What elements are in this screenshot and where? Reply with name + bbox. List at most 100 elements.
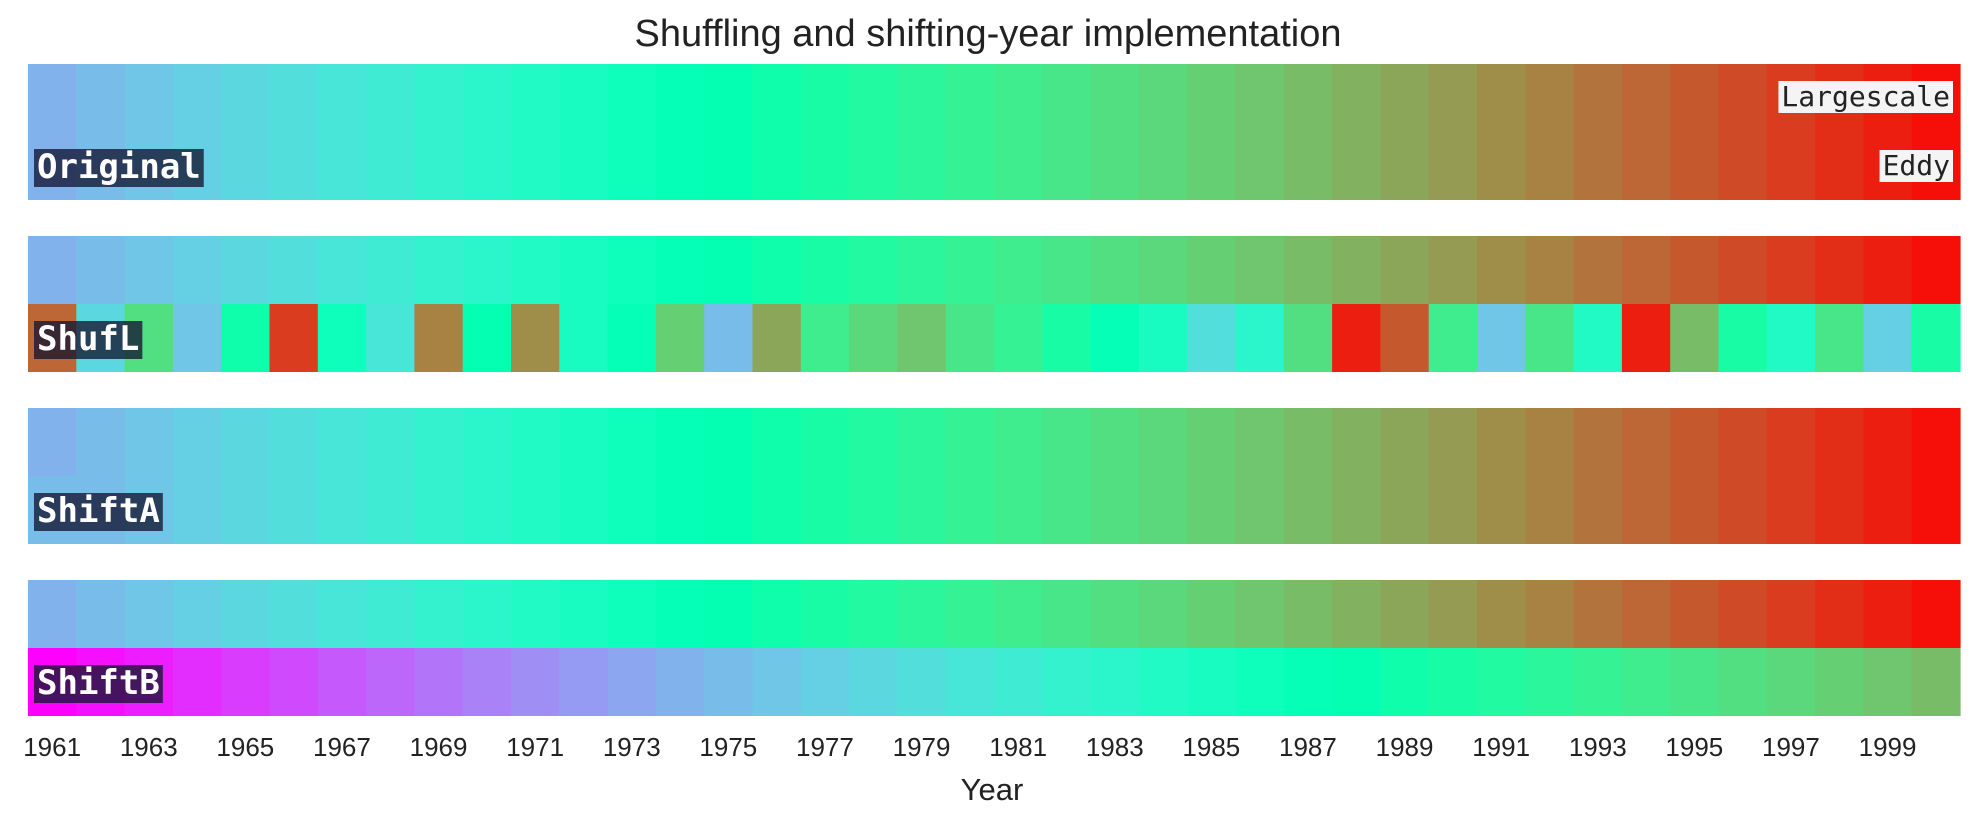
heatmap-cell-shifta-largescale-1972 bbox=[559, 408, 609, 476]
heatmap-cell-original-eddy-1980 bbox=[945, 132, 995, 200]
heatmap-cell-shufl-eddy-1988 bbox=[1332, 304, 1381, 372]
heatmap-cell-shufl-eddy-1972 bbox=[559, 304, 609, 372]
heatmap-cell-shufl-largescale-1985 bbox=[1187, 236, 1237, 304]
heatmap-cell-original-largescale-1993 bbox=[1573, 64, 1623, 132]
heatmap-cell-shiftb-largescale-1971 bbox=[511, 580, 560, 648]
x-axis-ticks: 1961 1963 1965 1967 1969 1971 1973 1975 1977 1979… bbox=[23, 732, 1916, 762]
heatmap-cell-original-eddy-1975 bbox=[704, 132, 754, 200]
heatmap-cell-original-eddy-1996 bbox=[1718, 132, 1768, 200]
heatmap-cell-shufl-eddy-1992 bbox=[1525, 304, 1575, 372]
heatmap-cell-shifta-eddy-1983 bbox=[1090, 476, 1140, 544]
heatmap-cell-shiftb-largescale-1977 bbox=[800, 580, 850, 648]
heatmap-cell-shufl-eddy-1976 bbox=[752, 304, 802, 372]
heatmap-cell-shifta-eddy-1994 bbox=[1621, 476, 1671, 544]
heatmap-cell-shiftb-largescale-1962 bbox=[76, 580, 126, 648]
heatmap-cell-shiftb-eddy-1993 bbox=[1573, 648, 1623, 716]
heatmap-cell-shufl-eddy-1978 bbox=[849, 304, 898, 372]
heatmap-cell-shifta-eddy-1973 bbox=[607, 476, 657, 544]
heatmap-cell-shufl-eddy-1982 bbox=[1042, 304, 1092, 372]
heatmap-cell-shiftb-eddy-1988 bbox=[1332, 648, 1381, 716]
heatmap-cell-shiftb-eddy-1973 bbox=[607, 648, 657, 716]
heatmap-cell-shufl-largescale-2000 bbox=[1911, 236, 1961, 304]
heatmap-cell-shiftb-eddy-1992 bbox=[1525, 648, 1575, 716]
heatmap-cell-shifta-eddy-2000 bbox=[1911, 476, 1961, 544]
heatmap-cell-shiftb-largescale-1965 bbox=[221, 580, 271, 648]
heatmap-cell-original-largescale-1978 bbox=[849, 64, 898, 132]
heatmap-cell-shufl-largescale-1964 bbox=[172, 236, 222, 304]
annotation-largescale: Largescale bbox=[1781, 80, 1950, 113]
heatmap-cell-shifta-eddy-1968 bbox=[366, 476, 415, 544]
row-label-background-original bbox=[34, 149, 204, 187]
heatmap-cell-shiftb-largescale-1983 bbox=[1090, 580, 1140, 648]
heatmap-cell-shifta-largescale-1973 bbox=[607, 408, 657, 476]
heatmap-cell-shufl-eddy-1984 bbox=[1138, 304, 1188, 372]
heatmap-cell-shufl-eddy-1969 bbox=[414, 304, 464, 372]
heatmap-cell-shufl-largescale-1986 bbox=[1235, 236, 1285, 304]
heatmap-cell-shiftb-eddy-1970 bbox=[462, 648, 512, 716]
heatmap-cell-shufl-eddy-1971 bbox=[511, 304, 560, 372]
x-tick-1985: 1985 bbox=[1182, 732, 1240, 762]
heatmap-cell-shiftb-eddy-1979 bbox=[897, 648, 947, 716]
row-label-shifta: ShiftA bbox=[37, 491, 160, 531]
x-tick-1975: 1975 bbox=[699, 732, 757, 762]
heatmap-cell-shufl-largescale-1963 bbox=[124, 236, 174, 304]
heatmap-cell-original-largescale-1961 bbox=[28, 64, 77, 132]
heatmap-cell-shufl-eddy-1979 bbox=[897, 304, 947, 372]
heatmap-cell-shiftb-largescale-1974 bbox=[655, 580, 705, 648]
heatmap-cell-shufl-largescale-1996 bbox=[1718, 236, 1768, 304]
heatmap-cell-shufl-eddy-1973 bbox=[607, 304, 657, 372]
x-tick-1969: 1969 bbox=[410, 732, 468, 762]
heatmap-cell-shiftb-largescale-1972 bbox=[559, 580, 609, 648]
heatmap-cell-shiftb-eddy-1981 bbox=[994, 648, 1043, 716]
heatmap-cell-shiftb-largescale-1987 bbox=[1283, 580, 1333, 648]
heatmap-cell-shifta-largescale-1974 bbox=[655, 408, 705, 476]
heatmap-cell-shufl-largescale-1990 bbox=[1428, 236, 1478, 304]
annotation-eddy-background bbox=[1879, 150, 1953, 182]
heatmap-cell-original-eddy-1987 bbox=[1283, 132, 1333, 200]
heatmap-cell-shufl-largescale-1984 bbox=[1138, 236, 1188, 304]
heatmap-cell-shiftb-largescale-1995 bbox=[1670, 580, 1720, 648]
heatmap-cell-shufl-largescale-1977 bbox=[800, 236, 850, 304]
heatmap-cell-shufl-largescale-1988 bbox=[1332, 236, 1381, 304]
heatmap-cell-shufl-eddy-1964 bbox=[172, 304, 222, 372]
heatmap-cell-shufl-eddy-1999 bbox=[1863, 304, 1913, 372]
chart-title: Shuffling and shifting-year implementati… bbox=[635, 13, 1342, 55]
heatmap-cell-shifta-eddy-1977 bbox=[800, 476, 850, 544]
heatmap-cell-shifta-eddy-1966 bbox=[269, 476, 319, 544]
heatmap-cell-shufl-largescale-1987 bbox=[1283, 236, 1333, 304]
heatmap-cell-shifta-largescale-1999 bbox=[1863, 408, 1913, 476]
heatmap-cell-shiftb-eddy-1975 bbox=[704, 648, 754, 716]
heatmap-cell-shiftb-eddy-1976 bbox=[752, 648, 802, 716]
heatmap-cell-shufl-eddy-1980 bbox=[945, 304, 995, 372]
heatmap-cell-shufl-largescale-1981 bbox=[994, 236, 1043, 304]
heatmap-cell-shufl-largescale-1976 bbox=[752, 236, 802, 304]
heatmap-cell-original-eddy-1978 bbox=[849, 132, 898, 200]
heatmap-cell-shifta-largescale-1982 bbox=[1042, 408, 1092, 476]
heatmap-cell-shiftb-largescale-1994 bbox=[1621, 580, 1671, 648]
x-tick-1973: 1973 bbox=[603, 732, 661, 762]
heatmap-cell-shiftb-eddy-1983 bbox=[1090, 648, 1140, 716]
heatmap-cell-shifta-eddy-1985 bbox=[1187, 476, 1237, 544]
heatmap-cell-shifta-largescale-1996 bbox=[1718, 408, 1768, 476]
heatmap-cell-shiftb-largescale-1985 bbox=[1187, 580, 1237, 648]
heatmap-cell-shifta-largescale-1977 bbox=[800, 408, 850, 476]
heatmap-cell-shiftb-eddy-1994 bbox=[1621, 648, 1671, 716]
heatmap-cell-shufl-largescale-1989 bbox=[1380, 236, 1430, 304]
heatmap-cell-shufl-largescale-1965 bbox=[221, 236, 271, 304]
heatmap-cell-shifta-largescale-1998 bbox=[1815, 408, 1864, 476]
heatmap-cell-original-largescale-1969 bbox=[414, 64, 464, 132]
heatmap-cell-original-eddy-1983 bbox=[1090, 132, 1140, 200]
heatmap-cell-shifta-eddy-1976 bbox=[752, 476, 802, 544]
heatmap-cell-original-eddy-1992 bbox=[1525, 132, 1575, 200]
heatmap-cell-shiftb-eddy-1989 bbox=[1380, 648, 1430, 716]
heatmap-cell-original-eddy-1982 bbox=[1042, 132, 1092, 200]
heatmap-cell-shiftb-eddy-1977 bbox=[800, 648, 850, 716]
heatmap-cell-shifta-largescale-1969 bbox=[414, 408, 464, 476]
heatmap-cell-shifta-eddy-1999 bbox=[1863, 476, 1913, 544]
heatmap-cell-shifta-eddy-1975 bbox=[704, 476, 754, 544]
heatmap-cell-shufl-largescale-1980 bbox=[945, 236, 995, 304]
heatmap-cell-shiftb-largescale-1999 bbox=[1863, 580, 1913, 648]
heatmap-cell-shufl-eddy-1987 bbox=[1283, 304, 1333, 372]
heatmap-cell-shiftb-largescale-2000 bbox=[1911, 580, 1961, 648]
heatmap-cell-shifta-eddy-1990 bbox=[1428, 476, 1478, 544]
